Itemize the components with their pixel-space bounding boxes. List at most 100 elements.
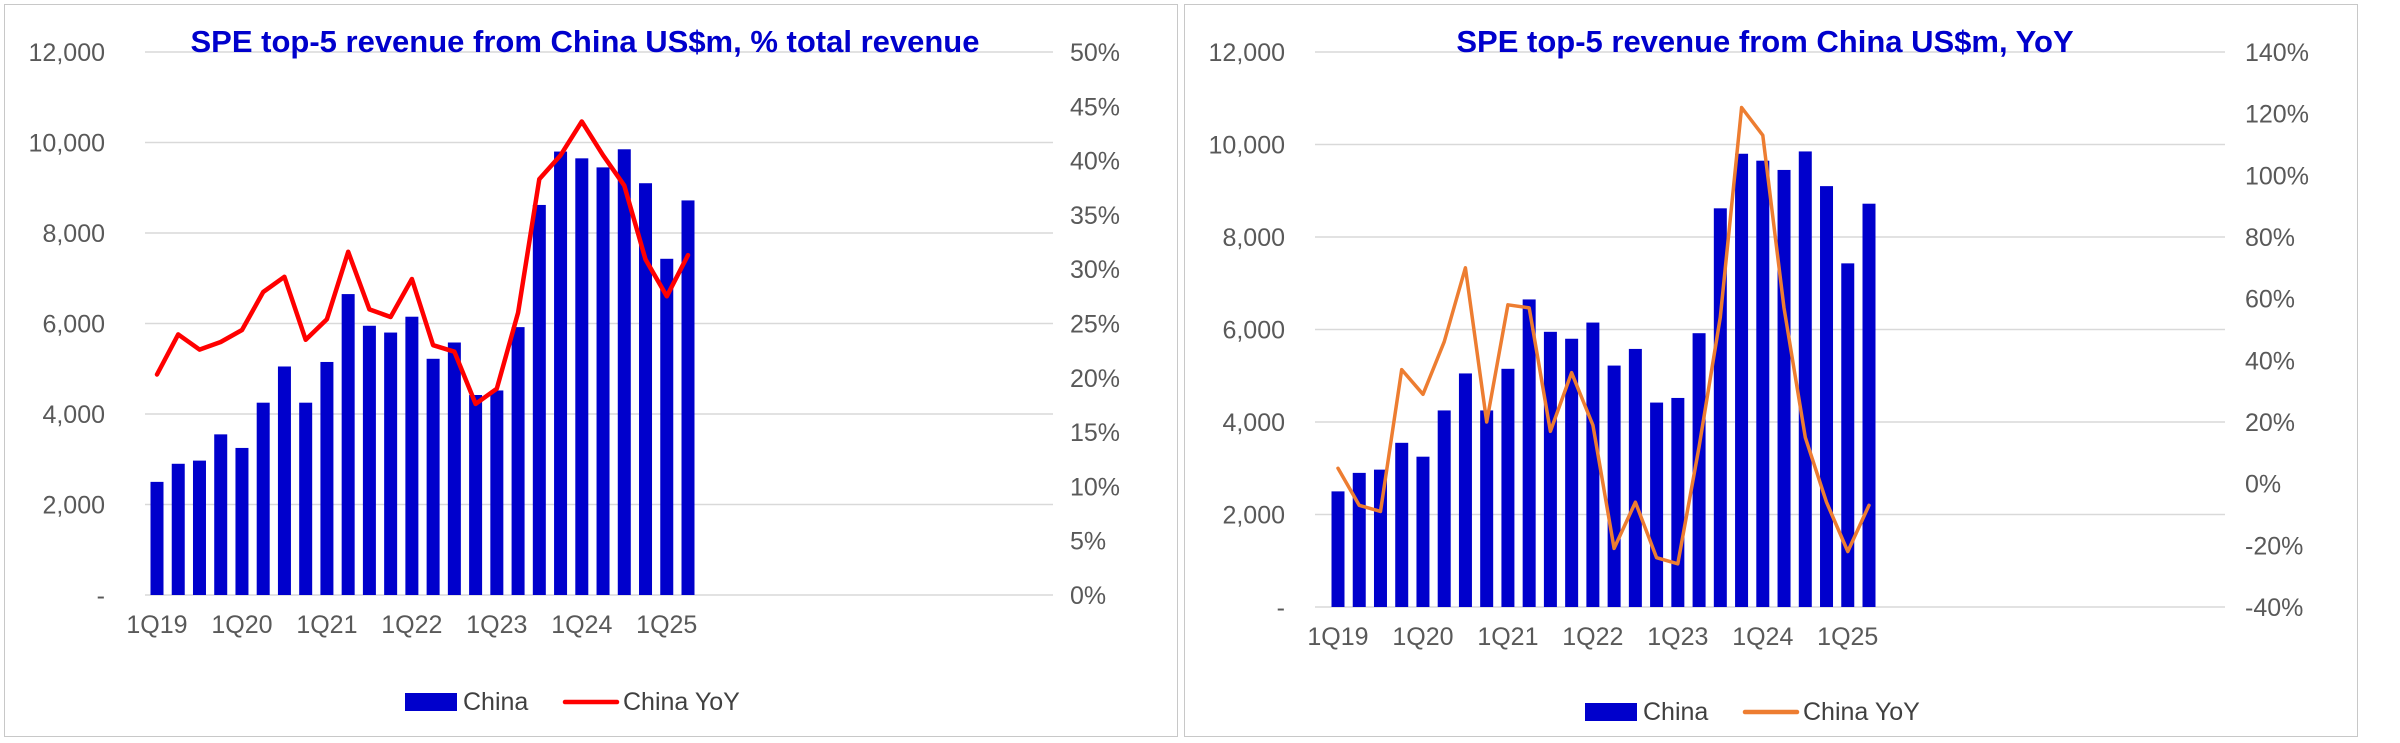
line-point-2Q25 <box>686 253 690 257</box>
bar-1Q21 <box>1501 368 1515 607</box>
x-tick-label: 1Q21 <box>296 611 357 639</box>
bar-3Q20 <box>277 366 291 595</box>
bar-2Q20 <box>256 402 270 595</box>
line-point-3Q24 <box>623 184 626 187</box>
y-right-tick-label: 40% <box>2245 347 2295 375</box>
y-right-tick-label: 50% <box>1070 39 1120 67</box>
line-point-1Q21 <box>1506 303 1510 307</box>
x-tick-label: 1Q20 <box>1392 623 1453 651</box>
line-point-3Q23 <box>538 177 541 181</box>
bar-1Q20 <box>235 447 249 595</box>
y-left-tick-label: 4,000 <box>1222 409 1285 437</box>
chart-panel-revenue-yoy: - 2,000 4,000 6,000 8,000 10,000 12,000 -40% -20… <box>1184 4 2358 737</box>
line-point-2Q25 <box>1867 504 1871 507</box>
line-point-4Q23 <box>1740 106 1743 109</box>
y-left-tick-label: 2,000 <box>1222 502 1285 530</box>
line-point-3Q19 <box>198 348 201 351</box>
x-tick-label: 1Q25 <box>636 611 697 639</box>
bar-2Q20 <box>1437 410 1451 607</box>
line-point-1Q21 <box>325 317 329 321</box>
line-point-4Q20 <box>304 338 307 341</box>
legend: China China YoY <box>405 688 740 716</box>
bar-1Q25 <box>660 258 674 595</box>
y-right-tick-label: 15% <box>1070 419 1120 447</box>
bar-1Q22 <box>1586 322 1600 607</box>
x-tick-label: 1Q19 <box>1307 623 1368 651</box>
bar-2Q24 <box>1777 169 1791 607</box>
bar-2Q21 <box>341 294 355 595</box>
bar-2Q24 <box>596 167 610 595</box>
x-tick-label: 1Q20 <box>211 611 272 639</box>
y-left-tick-label: 8,000 <box>42 220 105 248</box>
line-point-2Q19 <box>177 333 180 336</box>
line-point-1Q22 <box>1591 423 1595 427</box>
bar-1Q22 <box>405 316 419 595</box>
bar-2Q19 <box>171 463 185 595</box>
y-axis-right: -40% -20% 0% 20% 40% 60% 80% 100% 120% 140% <box>2245 39 2309 622</box>
line-point-1Q25 <box>665 295 668 298</box>
bar-1Q23 <box>490 390 504 595</box>
y-right-tick-label: 0% <box>1070 582 1106 610</box>
bar-1Q24 <box>1756 160 1770 607</box>
y-right-tick-label: 30% <box>1070 256 1120 284</box>
bar-2Q25 <box>681 200 695 596</box>
y-right-tick-label: -20% <box>2245 532 2303 560</box>
line-point-2Q20 <box>262 290 265 294</box>
line-point-4Q22 <box>474 402 477 406</box>
line-series-china-yoy <box>154 119 691 407</box>
bar-1Q19 <box>150 481 164 595</box>
bar-4Q20 <box>1480 410 1494 607</box>
legend-label-china-yoy: China YoY <box>623 688 740 716</box>
line-china-yoy <box>154 119 691 407</box>
line-series-china-yoy <box>1336 105 1871 566</box>
bar-2Q23 <box>1692 333 1706 607</box>
line-point-2Q24 <box>1782 306 1786 310</box>
x-axis: 1Q19 1Q20 1Q21 1Q22 1Q23 1Q24 1Q25 <box>126 611 697 639</box>
line-point-3Q24 <box>1804 436 1807 439</box>
y-right-tick-label: 25% <box>1070 311 1120 339</box>
bar-4Q24 <box>639 183 653 595</box>
x-tick-label: 1Q23 <box>1647 623 1708 651</box>
bar-1Q20 <box>1416 456 1430 607</box>
y-axis-left: - 2,000 4,000 6,000 8,000 10,000 12,000 <box>1209 39 1285 622</box>
y-right-tick-label: -40% <box>2245 594 2303 622</box>
x-tick-label: 1Q21 <box>1477 623 1538 651</box>
line-point-3Q21 <box>1549 430 1552 433</box>
line-point-3Q23 <box>1719 315 1722 319</box>
y-left-tick-label: 6,000 <box>42 311 105 339</box>
bar-3Q23 <box>1713 208 1727 607</box>
line-point-1Q20 <box>1421 393 1425 396</box>
bar-3Q24 <box>617 149 631 595</box>
y-left-tick-label: - <box>1277 594 1285 622</box>
bar-3Q21 <box>362 325 376 595</box>
line-point-2Q21 <box>346 250 350 254</box>
line-point-2Q21 <box>1527 306 1531 310</box>
bar-4Q21 <box>1565 338 1579 607</box>
y-right-tick-label: 140% <box>2245 39 2309 67</box>
y-right-tick-label: 120% <box>2245 101 2309 129</box>
line-point-3Q20 <box>1464 266 1467 270</box>
line-point-4Q19 <box>1400 368 1403 371</box>
chart-revenue-yoy: - 2,000 4,000 6,000 8,000 10,000 12,000 -40% -20… <box>1209 24 2309 726</box>
bar-series-china <box>150 149 695 596</box>
chart-title: SPE top-5 revenue from China US$m, % tot… <box>191 24 980 59</box>
bar-1Q23 <box>1671 397 1685 607</box>
bar-4Q21 <box>384 332 398 595</box>
line-point-2Q23 <box>516 311 520 314</box>
line-point-1Q25 <box>1846 550 1849 553</box>
line-point-1Q19 <box>1336 467 1340 470</box>
bar-4Q22 <box>469 394 483 595</box>
y-right-tick-label: 80% <box>2245 224 2295 252</box>
bar-2Q21 <box>1522 299 1536 607</box>
y-right-tick-label: 0% <box>2245 471 2281 499</box>
line-point-1Q24 <box>1761 134 1764 137</box>
y-right-tick-label: 100% <box>2245 162 2309 190</box>
x-tick-label: 1Q22 <box>381 611 442 639</box>
bar-4Q24 <box>1820 186 1834 607</box>
y-left-tick-label: 10,000 <box>29 130 105 158</box>
x-tick-label: 1Q24 <box>551 611 612 639</box>
bar-2Q23 <box>511 327 525 595</box>
y-left-tick-label: 12,000 <box>29 39 105 67</box>
y-left-tick-label: 10,000 <box>1209 132 1285 160</box>
bar-2Q22 <box>426 358 440 595</box>
